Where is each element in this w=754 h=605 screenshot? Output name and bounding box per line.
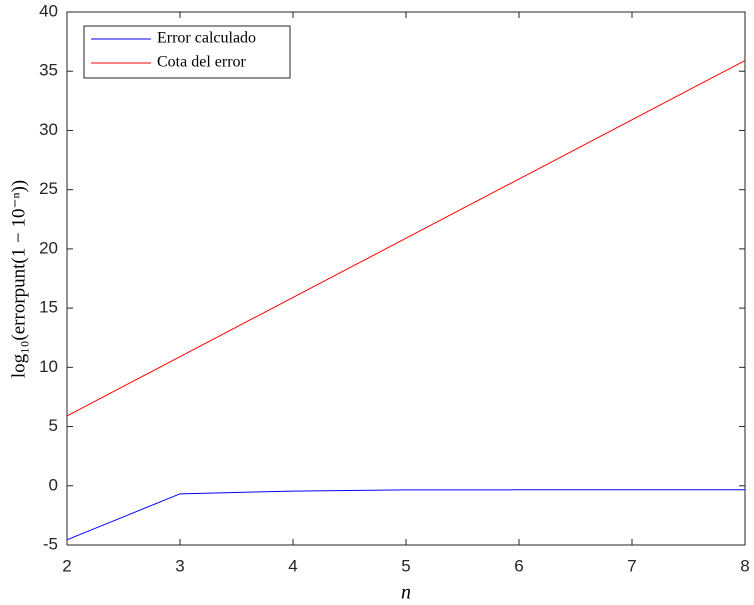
y-tick-label: 20 (39, 238, 58, 257)
x-tick-label: 5 (401, 556, 410, 575)
y-tick-label: 40 (39, 1, 58, 20)
legend-box (83, 25, 291, 79)
x-tick-label: 8 (740, 556, 749, 575)
y-tick-label: 10 (39, 357, 58, 376)
data-line (66, 60, 746, 417)
legend-label: Error calculado (157, 30, 256, 47)
plot-area (66, 11, 746, 546)
y-tick-label: 5 (49, 416, 58, 435)
x-tick-label: 7 (627, 556, 636, 575)
x-axis-label: n (401, 582, 411, 604)
y-tick-label: 15 (39, 298, 58, 317)
x-tick-label: 2 (62, 556, 71, 575)
y-tick-label: 30 (39, 120, 58, 139)
x-tick-label: 4 (288, 556, 297, 575)
y-tick-label: 0 (49, 475, 58, 494)
data-line (66, 489, 745, 541)
y-tick-label: 25 (39, 179, 58, 198)
y-tick-label: -5 (43, 534, 58, 553)
y-axis-label: log₁₀(errorpunt(1 − 10⁻ⁿ)) (8, 180, 29, 378)
y-tick-label: 35 (39, 61, 58, 80)
x-tick-label: 6 (514, 556, 523, 575)
x-tick-label: 3 (175, 556, 184, 575)
legend-label: Cota del error (157, 54, 247, 71)
